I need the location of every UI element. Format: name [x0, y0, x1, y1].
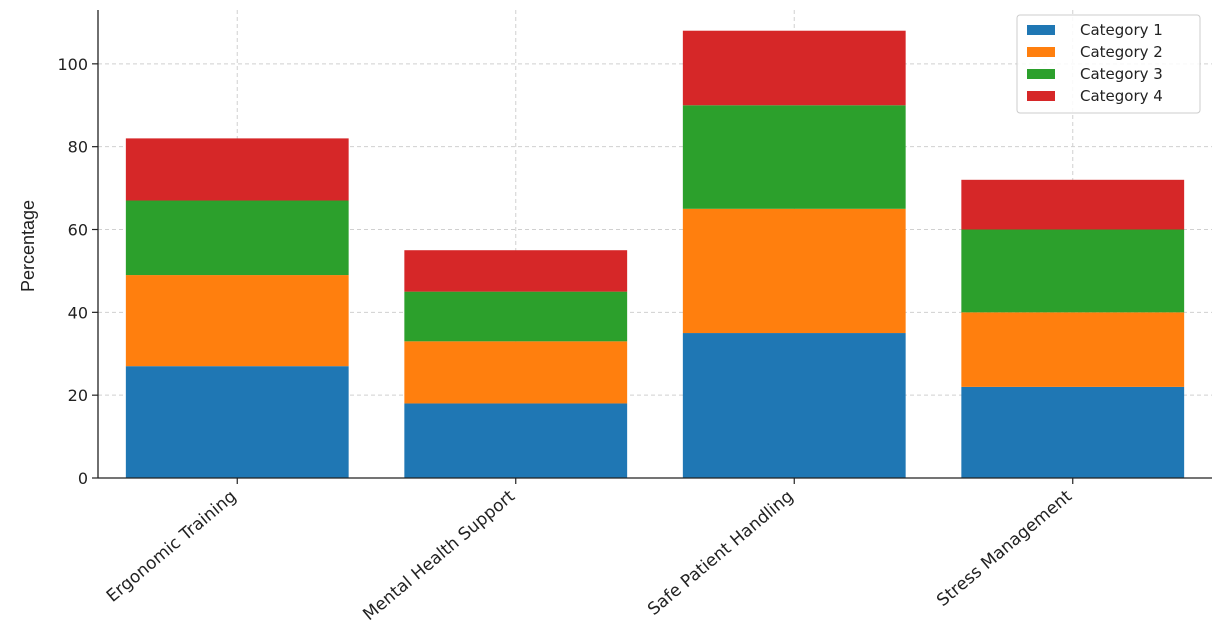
legend: Category 1 Category 2 Category 3 Category 4 [1016, 14, 1201, 114]
bar-segment-4 [682, 30, 906, 106]
bar-segment-3 [961, 229, 1185, 313]
x-tick-label: Mental Health Support [359, 486, 519, 625]
legend-swatch [1027, 47, 1055, 57]
bar-segment-4 [404, 250, 628, 292]
y-tick-label: 80 [68, 138, 88, 157]
x-tick-label: Ergonomic Training [103, 487, 241, 607]
bar-segment-2 [682, 208, 906, 334]
legend-label: Category 3 [1080, 65, 1163, 83]
bar-segment-3 [125, 200, 349, 276]
legend-box [1016, 14, 1201, 114]
bar-segment-2 [404, 341, 628, 404]
legend-label: Category 2 [1080, 43, 1163, 61]
bar-segment-4 [961, 179, 1185, 230]
bar-segment-1 [961, 386, 1185, 478]
bar-segment-2 [125, 275, 349, 367]
y-tick-label: 60 [68, 221, 88, 240]
legend-swatch [1027, 69, 1055, 79]
y-tick-label: 20 [68, 386, 88, 405]
legend-label: Category 4 [1080, 87, 1163, 105]
bar-segment-1 [682, 333, 906, 478]
bar-segment-4 [125, 138, 349, 201]
bar-segment-2 [961, 312, 1185, 387]
legend-swatch [1027, 25, 1055, 35]
bars-layer [125, 30, 1185, 478]
bar-segment-3 [404, 291, 628, 342]
y-tick-label: 100 [57, 55, 88, 74]
bar-segment-3 [682, 105, 906, 209]
x-tick-label: Safe Patient Handling [644, 487, 797, 620]
y-axis-label: Percentage [18, 200, 38, 292]
y-tick-label: 40 [68, 303, 88, 322]
legend-label: Category 1 [1080, 21, 1163, 39]
legend-swatch [1027, 91, 1055, 101]
bar-segment-1 [125, 366, 349, 478]
x-tick-label: Stress Management [933, 486, 1076, 611]
bar-segment-1 [404, 403, 628, 478]
y-tick-label: 0 [78, 469, 88, 488]
